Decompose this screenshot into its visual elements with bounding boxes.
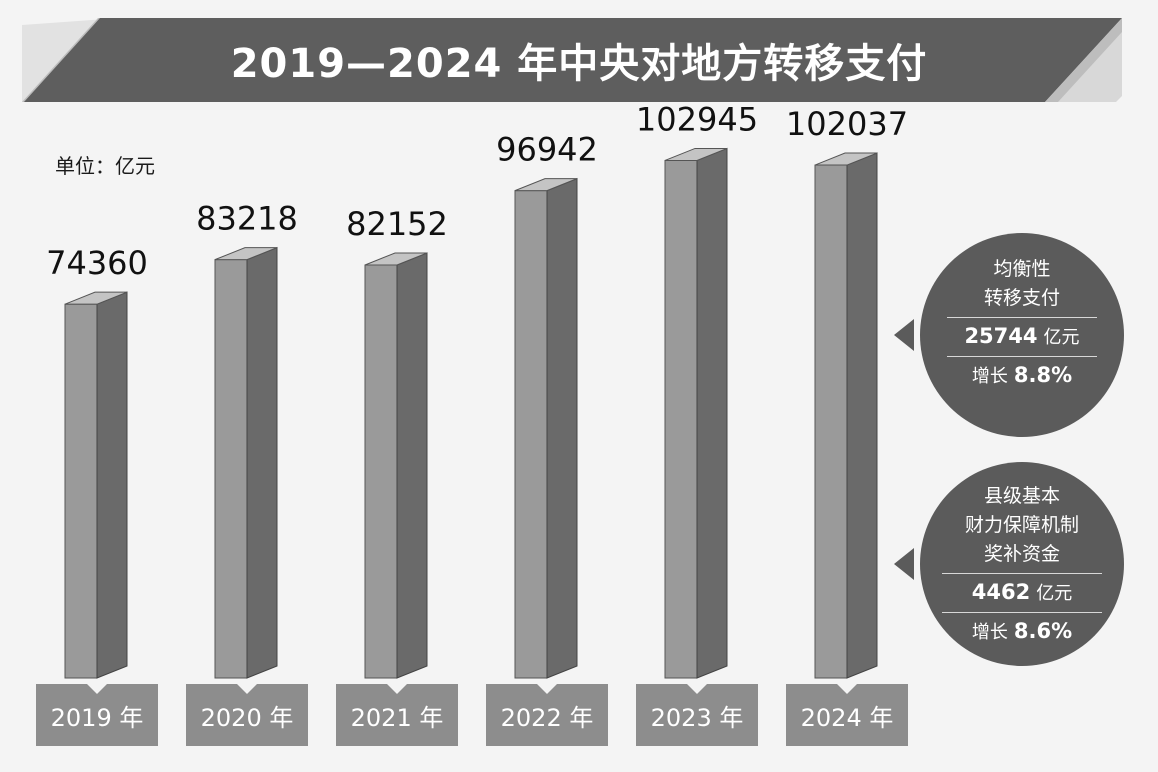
bar-side bbox=[246, 246, 278, 679]
callout-amount-unit: 亿元 bbox=[1043, 327, 1080, 348]
year-box-notch bbox=[687, 684, 707, 694]
callout-growth-label: 增长 bbox=[971, 622, 1008, 643]
bar-top bbox=[364, 252, 428, 266]
year-box bbox=[486, 684, 608, 746]
data-label: 82152 bbox=[346, 205, 448, 243]
callout-amount: 4462 bbox=[971, 580, 1031, 604]
callout-title-line: 奖补资金 bbox=[983, 543, 1060, 565]
year-box bbox=[186, 684, 308, 746]
callout-growth-value: 8.6% bbox=[1013, 619, 1073, 643]
callout-amount: 25744 bbox=[964, 324, 1038, 348]
callout-county-finance-award: 县级基本 财力保障机制 奖补资金 4462 亿元 增长 8.6% bbox=[894, 462, 1124, 666]
x-tick-label: 2019 年 bbox=[51, 704, 144, 732]
year-box-notch bbox=[837, 684, 857, 694]
year-box-notch bbox=[237, 684, 257, 694]
x-tick-label: 2023 年 bbox=[651, 704, 744, 732]
x-tick-label: 2024 年 bbox=[801, 704, 894, 732]
bar-top bbox=[514, 178, 578, 192]
callout-title-line: 县级基本 bbox=[983, 485, 1060, 507]
bar-top bbox=[214, 247, 278, 261]
bar-side bbox=[396, 252, 428, 679]
year-box bbox=[636, 684, 758, 746]
bar-front bbox=[64, 303, 98, 679]
callout-title-line: 财力保障机制 bbox=[964, 514, 1079, 536]
divider bbox=[942, 612, 1102, 613]
bar-side bbox=[96, 291, 128, 679]
divider bbox=[947, 356, 1097, 357]
year-box bbox=[336, 684, 458, 746]
callout-growth-value: 8.8% bbox=[1013, 363, 1073, 387]
bar-side bbox=[696, 147, 728, 679]
callout-pointer bbox=[894, 319, 914, 351]
bar-front bbox=[214, 259, 248, 679]
bar-front bbox=[514, 190, 548, 679]
title-banner: 2019—2024 年中央对地方转移支付 bbox=[0, 0, 1158, 120]
data-label: 74360 bbox=[46, 244, 148, 282]
data-label: 83218 bbox=[196, 200, 298, 238]
divider bbox=[947, 317, 1097, 318]
data-label: 102037 bbox=[786, 105, 908, 143]
callout-equalization-transfer: 均衡性 转移支付 25744 亿元 增长 8.8% bbox=[894, 233, 1124, 437]
x-tick-label: 2020 年 bbox=[201, 704, 294, 732]
callout-title-line: 均衡性 bbox=[993, 258, 1051, 280]
callout-amount-unit: 亿元 bbox=[1036, 583, 1073, 604]
x-tick-label: 2021 年 bbox=[351, 704, 444, 732]
bar-side bbox=[546, 177, 578, 679]
bar-top bbox=[64, 291, 128, 305]
year-box bbox=[786, 684, 908, 746]
unit-label: 单位：亿元 bbox=[55, 154, 155, 178]
year-box-notch bbox=[387, 684, 407, 694]
bar-top bbox=[814, 152, 878, 166]
year-box bbox=[36, 684, 158, 746]
bar-side bbox=[846, 152, 878, 679]
data-label: 96942 bbox=[496, 131, 598, 169]
x-tick-label: 2022 年 bbox=[501, 704, 594, 732]
banner-shape bbox=[22, 18, 1122, 102]
data-label: 102945 bbox=[636, 100, 758, 138]
page-title: 2019—2024 年中央对地方转移支付 bbox=[230, 41, 928, 87]
bar-front bbox=[814, 164, 848, 679]
callout-growth-label: 增长 bbox=[971, 366, 1008, 387]
divider bbox=[942, 573, 1102, 574]
bar-front bbox=[364, 264, 398, 679]
year-box-notch bbox=[537, 684, 557, 694]
bar-top bbox=[664, 147, 728, 161]
callout-title-line: 转移支付 bbox=[983, 287, 1060, 309]
year-box-notch bbox=[87, 684, 107, 694]
bar-front bbox=[664, 159, 698, 679]
callout-pointer bbox=[894, 548, 914, 580]
